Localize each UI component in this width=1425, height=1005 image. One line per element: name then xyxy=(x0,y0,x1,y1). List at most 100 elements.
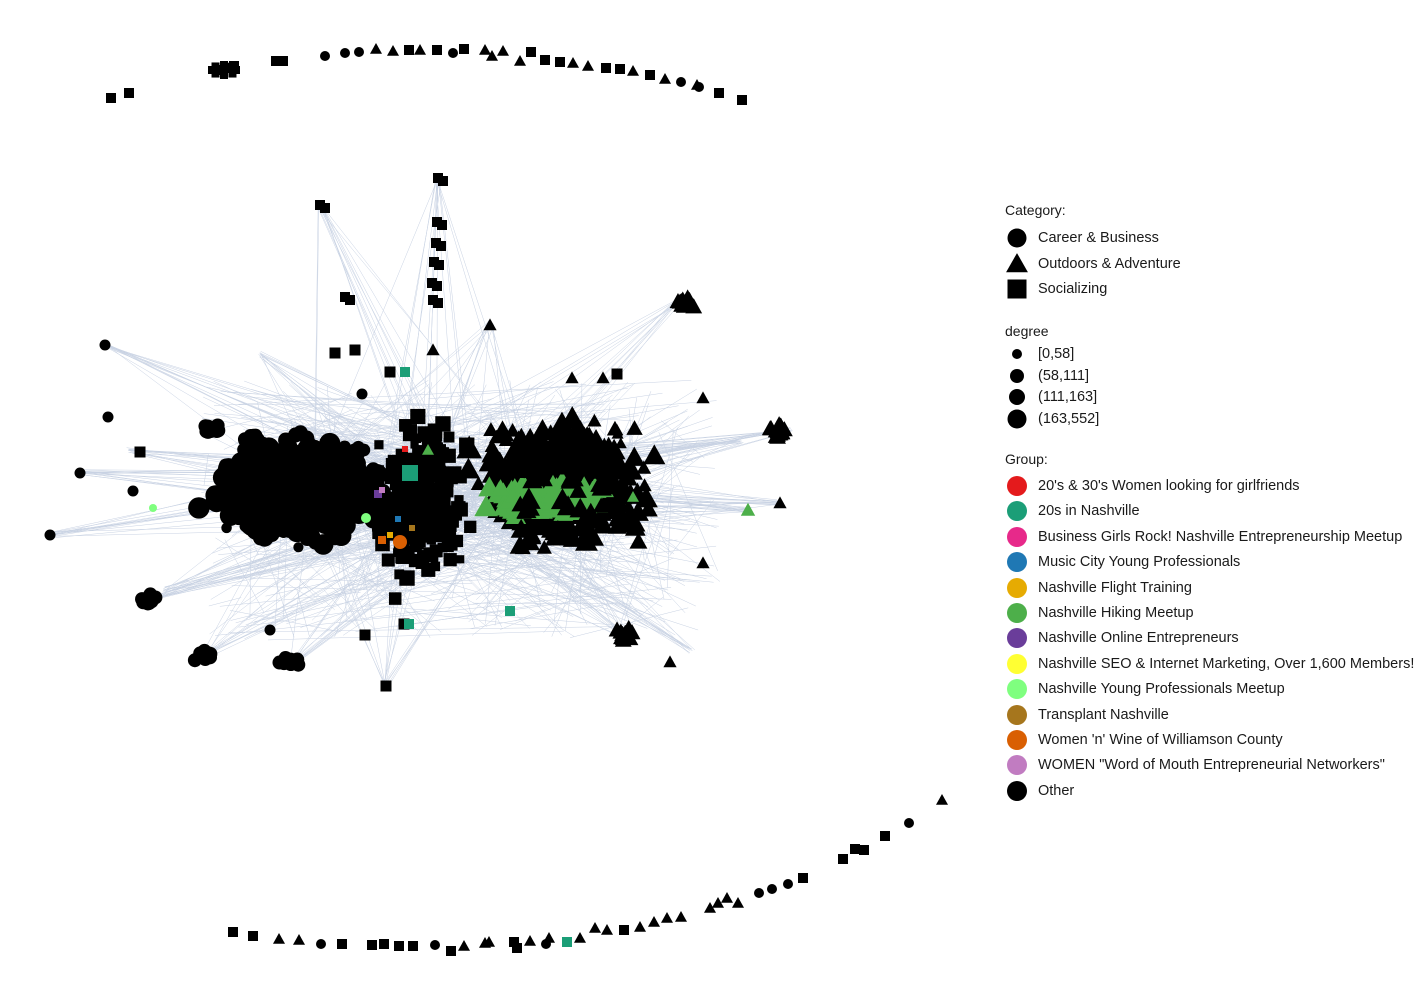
network-node xyxy=(441,496,451,506)
legend-label: Other xyxy=(1038,782,1075,799)
network-node xyxy=(443,431,455,443)
edge xyxy=(436,181,520,458)
network-node xyxy=(433,298,443,308)
network-node xyxy=(605,499,628,520)
edge xyxy=(644,422,668,439)
network-node xyxy=(740,502,756,516)
network-node xyxy=(387,474,398,485)
edge xyxy=(436,176,535,474)
legend-group-item: Transplant Nashville xyxy=(1005,703,1169,727)
network-node xyxy=(419,486,431,498)
network-node xyxy=(571,435,590,452)
network-node xyxy=(356,388,368,400)
network-node xyxy=(438,517,450,528)
network-node xyxy=(261,469,276,484)
network-node xyxy=(380,680,392,692)
network-node xyxy=(349,344,361,356)
legend-key xyxy=(1007,577,1027,598)
network-node xyxy=(636,460,652,474)
network-node xyxy=(446,946,456,956)
legend-title-category: Category: xyxy=(1005,202,1066,218)
legend-key xyxy=(1007,409,1027,428)
legend-key xyxy=(1007,526,1027,547)
network-node xyxy=(601,63,611,73)
network-node xyxy=(592,514,614,534)
network-node xyxy=(773,496,787,509)
network-node xyxy=(575,516,598,537)
network-node xyxy=(140,596,155,611)
network-node xyxy=(560,469,580,487)
network-node xyxy=(387,45,399,56)
network-node xyxy=(565,371,579,384)
legend-label: Business Girls Rock! Nashville Entrepren… xyxy=(1038,528,1403,545)
network-node xyxy=(134,446,146,458)
edge xyxy=(296,590,310,637)
network-node xyxy=(273,933,285,944)
network-node xyxy=(395,516,401,522)
network-node xyxy=(402,446,408,452)
network-node xyxy=(567,57,579,68)
network-node xyxy=(629,532,648,549)
network-node xyxy=(188,497,210,519)
network-node xyxy=(627,491,639,502)
network-node xyxy=(434,260,444,270)
edge xyxy=(480,522,630,642)
legend-label: Nashville Online Entrepreneurs xyxy=(1038,630,1239,647)
legend-key xyxy=(1010,368,1024,383)
network-node xyxy=(404,45,414,55)
network-node xyxy=(505,442,520,455)
edge xyxy=(395,603,544,628)
network-node xyxy=(281,438,293,450)
edge xyxy=(203,453,209,486)
network-node xyxy=(904,818,914,828)
network-node xyxy=(417,550,426,559)
network-node xyxy=(783,879,793,889)
legend-label: 20s in Nashville xyxy=(1038,503,1140,520)
network-node xyxy=(627,501,649,521)
network-node xyxy=(374,440,384,450)
legend-group-item: Nashville Online Entrepreneurs xyxy=(1005,626,1239,650)
network-node xyxy=(509,534,531,554)
network-node xyxy=(377,499,388,509)
edge xyxy=(255,540,335,610)
network-node xyxy=(278,56,288,66)
edge xyxy=(229,610,341,633)
network-node xyxy=(714,88,724,98)
edge xyxy=(314,205,319,483)
network-node xyxy=(675,911,687,922)
edge xyxy=(238,403,576,405)
network-node xyxy=(220,71,228,79)
network-node xyxy=(216,487,236,507)
legend-key xyxy=(1009,389,1025,405)
network-node xyxy=(936,794,948,805)
network-node xyxy=(354,47,364,57)
legend-label: WOMEN "Word of Mouth Entrepreneurial Net… xyxy=(1038,757,1385,774)
network-node xyxy=(434,480,448,494)
network-node xyxy=(415,447,427,460)
network-node xyxy=(510,518,532,538)
network-node xyxy=(293,542,304,553)
network-node xyxy=(399,419,412,432)
network-node xyxy=(329,509,346,526)
edge xyxy=(428,384,587,400)
network-node xyxy=(555,57,565,67)
network-node xyxy=(606,420,624,436)
edge xyxy=(224,539,265,613)
network-node xyxy=(505,487,521,503)
network-node xyxy=(737,95,747,105)
network-node xyxy=(390,493,399,502)
edge xyxy=(254,558,558,622)
network-node xyxy=(859,845,869,855)
network-node xyxy=(434,442,443,451)
network-node xyxy=(374,490,382,498)
edge xyxy=(484,554,527,611)
network-node xyxy=(420,427,433,440)
network-node xyxy=(676,77,686,87)
legend-label: 20's & 30's Women looking for girlfriend… xyxy=(1038,478,1300,494)
network-node xyxy=(531,443,549,458)
network-node xyxy=(124,88,134,98)
network-node xyxy=(549,520,567,536)
legend-group-item: Nashville Young Professionals Meetup xyxy=(1005,677,1285,701)
network-node xyxy=(384,366,396,378)
legend-key xyxy=(1007,755,1027,776)
